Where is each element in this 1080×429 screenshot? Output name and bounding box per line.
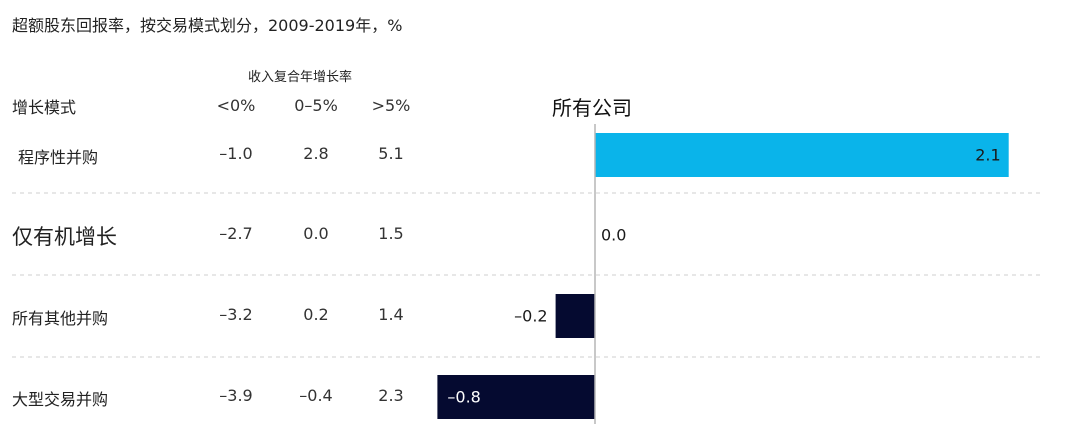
table-cell: –1.0 <box>219 144 253 163</box>
table-cell: 1.4 <box>378 305 404 324</box>
column-header-0-5: 0–5% <box>294 96 338 115</box>
table-cell: 0.0 <box>303 224 329 243</box>
growth-mode-header: 增长模式 <box>12 98 77 117</box>
bar-value-label: 2.1 <box>975 146 1000 165</box>
table-cell: 2.8 <box>303 144 329 163</box>
all-companies-header: 所有公司 <box>552 96 632 120</box>
bar-value-label: –0.2 <box>514 307 547 326</box>
row-label: 大型交易并购 <box>12 390 109 409</box>
column-header-gt5: >5% <box>371 96 411 115</box>
bar-value-label: 0.0 <box>601 226 626 245</box>
table-cell: 5.1 <box>378 144 404 163</box>
row-label: 程序性并购 <box>18 148 99 167</box>
table-cell: 2.3 <box>378 386 404 405</box>
table-cell: –0.4 <box>299 386 333 405</box>
bar <box>555 294 595 338</box>
bar-value-label: –0.8 <box>447 388 480 407</box>
table-cell: –3.9 <box>219 386 253 405</box>
row-label: 所有其他并购 <box>12 309 109 328</box>
table-cell: –2.7 <box>219 224 253 243</box>
metric-header: 收入复合年增长率 <box>248 70 353 85</box>
chart-title: 超额股东回报率，按交易模式划分，2009-2019年，% <box>12 16 403 35</box>
column-header-lt0: <0% <box>216 96 256 115</box>
row-label: 仅有机增长 <box>12 225 117 249</box>
table-cell: –3.2 <box>219 305 253 324</box>
table-cell: 1.5 <box>378 224 404 243</box>
table-cell: 0.2 <box>303 305 329 324</box>
bar <box>595 133 1009 177</box>
bar <box>437 375 595 419</box>
